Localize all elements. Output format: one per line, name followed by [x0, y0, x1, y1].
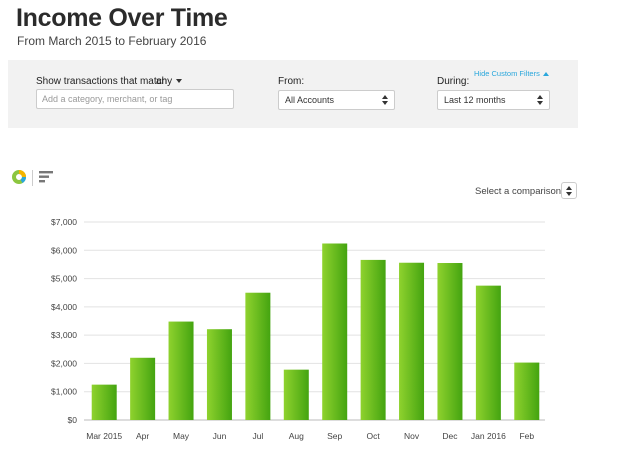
- match-value: any: [156, 76, 173, 87]
- x-tick-label: Nov: [404, 431, 420, 441]
- y-tick-label: $5,000: [51, 274, 77, 284]
- donut-chart-icon[interactable]: [12, 170, 26, 184]
- income-bar-chart: Mar 2015 Apr May Jun Jul Aug Sep Oct Nov Dec Jan 2…: [51, 217, 545, 441]
- y-tick-label: $3,000: [51, 330, 77, 340]
- x-tick-label: May: [173, 431, 190, 441]
- x-tick-label: Aug: [289, 431, 304, 441]
- caret-up-icon: [542, 72, 549, 77]
- comparison-select[interactable]: [561, 182, 577, 199]
- search-input[interactable]: [36, 89, 234, 109]
- bar-6[interactable]: [322, 243, 348, 420]
- bar-10[interactable]: [475, 285, 501, 420]
- bar-8[interactable]: [399, 262, 425, 420]
- bar-1[interactable]: [130, 357, 156, 420]
- select-arrows-icon: [537, 95, 543, 105]
- hide-filters-label: Hide Custom Filters: [474, 69, 540, 78]
- y-tick-label: $0: [68, 415, 78, 425]
- comparison-label: Select a comparison: [475, 186, 562, 197]
- page-title: Income Over Time: [16, 4, 228, 32]
- from-select[interactable]: All Accounts: [278, 90, 395, 110]
- bar-chart-icon[interactable]: [39, 171, 55, 183]
- bar-2[interactable]: [168, 321, 194, 420]
- y-tick-label: $2,000: [51, 358, 77, 368]
- x-tick-label: Dec: [442, 431, 458, 441]
- x-tick-label: Jun: [213, 431, 227, 441]
- bar-0[interactable]: [91, 384, 117, 420]
- x-tick-label: Mar 2015: [86, 431, 122, 441]
- x-tick-label: Sep: [327, 431, 342, 441]
- bar-3[interactable]: [206, 329, 232, 420]
- select-arrows-icon: [382, 95, 388, 105]
- bar-7[interactable]: [360, 259, 386, 420]
- bar-11[interactable]: [514, 362, 540, 420]
- toolbar-divider: [32, 170, 33, 186]
- x-tick-label: Jul: [252, 431, 263, 441]
- bar-4[interactable]: [245, 292, 271, 420]
- y-tick-label: $7,000: [51, 217, 77, 227]
- match-label: Show transactions that match: [36, 76, 168, 87]
- y-tick-label: $1,000: [51, 387, 77, 397]
- x-tick-label: Oct: [367, 431, 381, 441]
- caret-down-icon: [176, 79, 183, 84]
- y-tick-label: $6,000: [51, 245, 77, 255]
- from-label: From:: [278, 76, 305, 87]
- from-value: All Accounts: [285, 95, 335, 105]
- x-tick-label: Jan 2016: [471, 431, 506, 441]
- bar-5[interactable]: [283, 369, 309, 420]
- match-dropdown[interactable]: any: [156, 76, 183, 87]
- x-tick-label: Feb: [519, 431, 534, 441]
- filter-panel: Show transactions that match any From: A…: [8, 60, 578, 128]
- bar-9[interactable]: [437, 263, 463, 420]
- x-tick-label: Apr: [136, 431, 149, 441]
- page-subtitle: From March 2015 to February 2016: [17, 34, 207, 48]
- during-value: Last 12 months: [444, 95, 506, 105]
- during-select[interactable]: Last 12 months: [437, 90, 550, 110]
- during-label: During:: [437, 76, 470, 87]
- hide-filters-link[interactable]: Hide Custom Filters: [474, 69, 549, 78]
- y-tick-label: $4,000: [51, 302, 77, 312]
